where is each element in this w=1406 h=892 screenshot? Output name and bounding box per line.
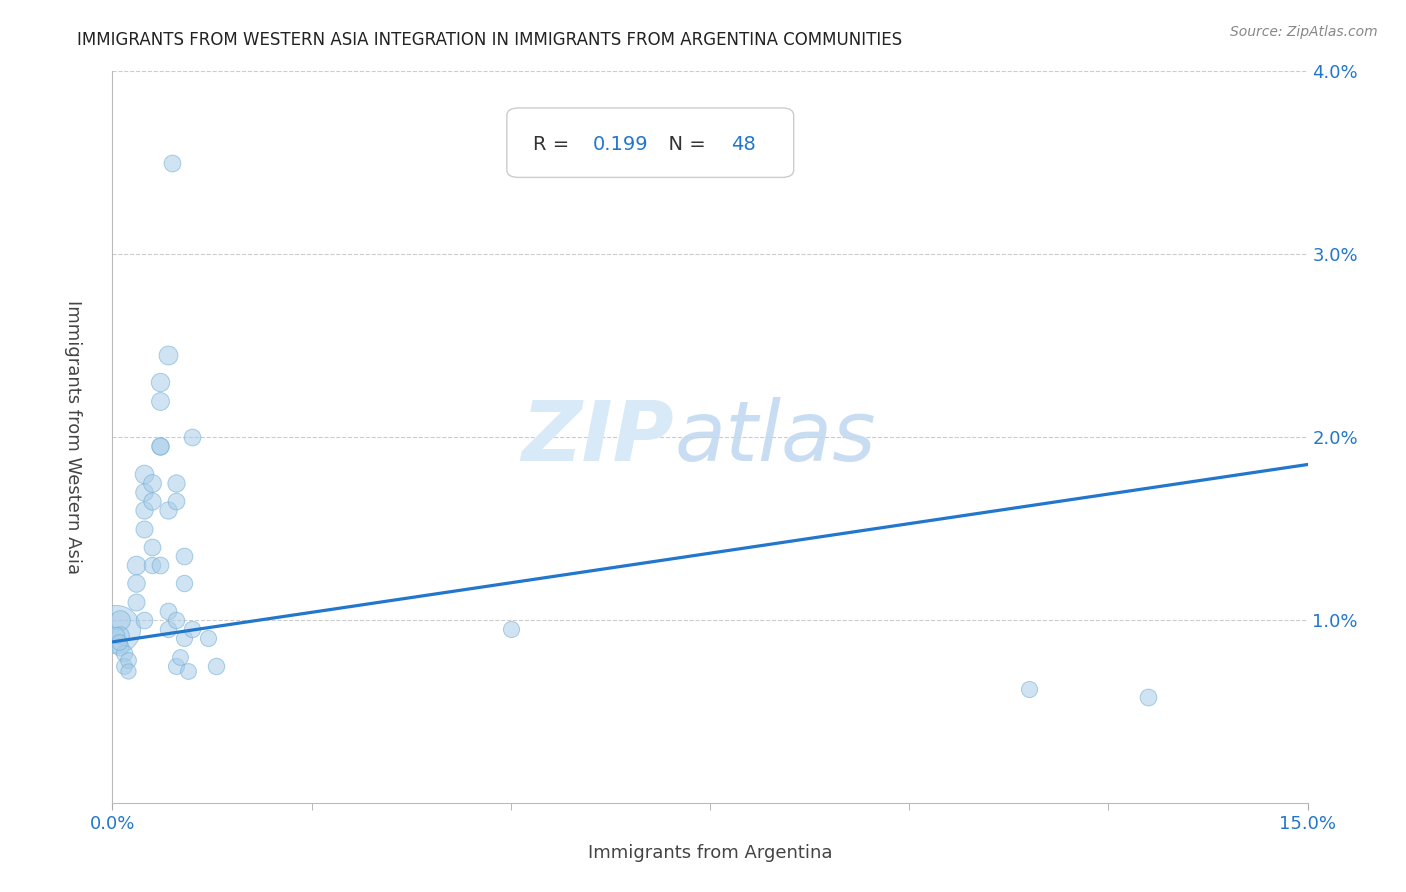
Text: 0.199: 0.199 [593, 135, 648, 154]
Point [149, 439, 172, 453]
Point [134, 503, 156, 517]
Point [105, 627, 128, 641]
Point [141, 494, 163, 508]
Point [141, 558, 163, 573]
Point [125, 558, 148, 573]
Text: ZIP: ZIP [522, 397, 675, 477]
Point [165, 613, 187, 627]
Text: atlas: atlas [675, 397, 876, 477]
Point [165, 658, 187, 673]
Point [141, 540, 163, 554]
Point [117, 653, 139, 667]
Point [173, 576, 195, 591]
Point [1137, 690, 1160, 704]
Point [110, 627, 132, 641]
Point [114, 646, 135, 660]
Point [134, 613, 156, 627]
Point [205, 658, 228, 673]
Point [114, 658, 135, 673]
Point [157, 348, 180, 362]
Point [162, 155, 183, 169]
Point [134, 485, 156, 500]
Point [149, 376, 172, 390]
Y-axis label: Immigrants from Western Asia: Immigrants from Western Asia [63, 300, 82, 574]
Point [181, 430, 204, 444]
Point [134, 467, 156, 481]
Point [125, 576, 148, 591]
X-axis label: Immigrants from Argentina: Immigrants from Argentina [588, 844, 832, 862]
Point [117, 664, 139, 678]
Point [173, 549, 195, 563]
Point [157, 604, 180, 618]
Point [499, 622, 522, 636]
Text: 48: 48 [731, 135, 756, 154]
Point [165, 494, 187, 508]
Text: R =: R = [533, 135, 575, 154]
Point [125, 595, 148, 609]
Point [108, 635, 131, 649]
Text: Source: ZipAtlas.com: Source: ZipAtlas.com [1230, 25, 1378, 39]
Point [169, 649, 191, 664]
Point [165, 475, 187, 490]
Point [110, 640, 132, 655]
Point [141, 475, 163, 490]
Point [149, 393, 172, 408]
Point [1018, 682, 1040, 697]
Text: IMMIGRANTS FROM WESTERN ASIA INTEGRATION IN IMMIGRANTS FROM ARGENTINA COMMUNITIE: IMMIGRANTS FROM WESTERN ASIA INTEGRATION… [77, 31, 903, 49]
Point [177, 664, 200, 678]
Point [157, 503, 180, 517]
Point [105, 622, 128, 636]
Point [149, 558, 172, 573]
Text: N =: N = [657, 135, 713, 154]
Point [173, 632, 195, 646]
Point [134, 521, 156, 535]
Point [157, 622, 180, 636]
Point [181, 622, 204, 636]
Point [197, 632, 219, 646]
FancyBboxPatch shape [508, 108, 794, 178]
Point [149, 439, 172, 453]
Point [110, 613, 132, 627]
